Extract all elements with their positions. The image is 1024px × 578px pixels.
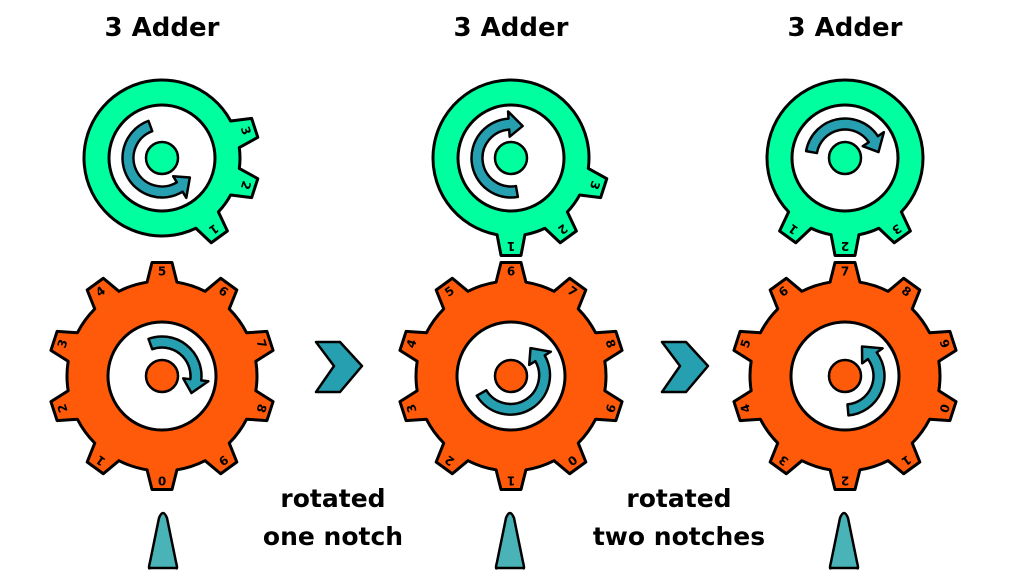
result-gear-2-hub [493, 358, 529, 394]
adder-gear-1-hub [144, 140, 180, 176]
pointer-triangle-icon [828, 511, 860, 570]
rotation-arrow-icon [475, 346, 553, 416]
tooth-label: 5 [738, 338, 754, 350]
caption-2-line-1: rotated [626, 484, 731, 513]
caption-1-line-1: rotated [280, 484, 385, 513]
tooth-label: 5 [158, 265, 166, 279]
caption-1-line-2: one notch [263, 522, 403, 551]
tooth-label: 2 [841, 474, 849, 488]
tooth-label: 2 [55, 402, 71, 414]
result-gear-1-hub [144, 358, 180, 394]
tooth-label: 2 [238, 179, 254, 191]
tooth-label: 0 [158, 474, 166, 488]
result-gear-3-hub [827, 358, 863, 394]
adder-gear-2: 123 [431, 78, 609, 257]
tooth-label: 1 [507, 474, 515, 488]
rotation-arrow-icon [846, 345, 886, 417]
tooth-label: 7 [841, 265, 849, 279]
pointer-triangle-icon [147, 511, 179, 570]
tooth-label: 3 [55, 338, 71, 350]
tooth-label: 1 [507, 239, 515, 253]
panel-3-title: 3 Adder [788, 13, 903, 43]
tooth-label: 7 [253, 338, 269, 350]
rotation-arrow-icon [121, 119, 192, 200]
right-arrow-icon [660, 340, 710, 394]
tooth-label: 3 [238, 125, 254, 137]
rotation-arrow-icon [147, 335, 210, 395]
tooth-label: 9 [936, 338, 952, 350]
rotation-arrow-icon [804, 117, 886, 155]
tooth-label: 4 [738, 402, 754, 414]
tooth-label: 2 [841, 239, 849, 253]
panel-1-title: 3 Adder [105, 13, 220, 43]
tooth-label: 9 [602, 402, 618, 414]
panel-2-title: 3 Adder [454, 13, 569, 43]
rotation-arrow-icon [470, 110, 524, 199]
adder-gear-3: 123 [765, 78, 925, 257]
right-arrow-icon [314, 340, 364, 394]
tooth-label: 4 [404, 338, 420, 350]
adder-gear-1: 123 [82, 78, 260, 245]
tooth-label: 3 [404, 402, 420, 414]
tooth-label: 8 [602, 338, 618, 350]
adder-gear-3-hub [827, 140, 863, 176]
adder-gear-2-hub [493, 140, 529, 176]
tooth-label: 8 [253, 402, 269, 414]
tooth-label: 3 [587, 179, 603, 191]
pointer-triangle-icon [494, 511, 526, 570]
tooth-label: 6 [507, 265, 515, 279]
tooth-label: 0 [936, 402, 952, 414]
caption-2-line-2: two notches [593, 522, 765, 551]
